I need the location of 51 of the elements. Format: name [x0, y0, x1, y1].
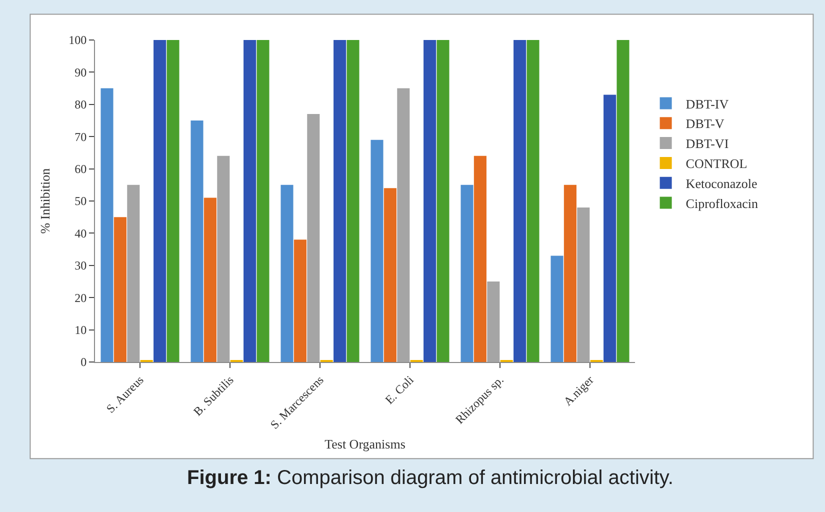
bar	[616, 40, 630, 362]
bar	[474, 156, 486, 362]
y-tick-label: 80	[74, 98, 87, 112]
bar	[460, 184, 474, 362]
bar	[154, 40, 166, 362]
bar	[564, 184, 576, 362]
y-tick-label: 60	[74, 162, 87, 176]
y-tick-label: 10	[74, 323, 87, 337]
y-tick-label: 30	[74, 258, 87, 273]
bar	[384, 188, 396, 362]
bar	[280, 184, 294, 362]
legend-label: DBT-IV	[686, 96, 730, 112]
bar	[370, 140, 384, 362]
bar	[436, 40, 450, 362]
y-tick-label: 40	[74, 226, 87, 240]
bar	[604, 94, 616, 362]
y-tick-label: 90	[74, 65, 87, 80]
bar	[190, 120, 204, 362]
bar	[397, 88, 410, 362]
bar	[424, 40, 436, 362]
bar	[166, 40, 180, 362]
y-tick-label: 0	[80, 355, 87, 370]
bar	[100, 88, 114, 362]
bar	[217, 156, 230, 362]
bar	[114, 217, 126, 362]
legend-label: DBT-VI	[686, 136, 729, 152]
legend-label: Ciprofloxacin	[686, 196, 759, 211]
y-tick-label: 70	[74, 130, 87, 144]
bar	[244, 40, 256, 362]
bar	[577, 207, 590, 362]
y-tick-label: 20	[74, 290, 87, 305]
bar	[526, 40, 540, 362]
bar	[204, 198, 216, 362]
x-axis-title: Test Organisms	[324, 436, 406, 452]
x-tick-label: E. Coli	[382, 372, 417, 407]
y-tick-label: 100	[68, 33, 87, 48]
bar	[294, 240, 306, 362]
y-axis-title: % Inhibition	[38, 168, 53, 234]
bar	[550, 256, 564, 362]
legend-label: Ketoconazole	[686, 176, 758, 191]
bar	[127, 184, 140, 362]
bar	[514, 40, 526, 362]
bar	[256, 40, 270, 362]
bar	[487, 282, 500, 362]
legend-label: CONTROL	[686, 156, 748, 172]
y-tick-label: 50	[74, 194, 87, 208]
legend-label: DBT-V	[686, 116, 725, 132]
bar	[346, 40, 360, 362]
caption: Figure 1: Comparison diagram of antimicrobial activity.	[187, 467, 674, 489]
bar	[334, 40, 346, 362]
bar	[307, 114, 320, 362]
